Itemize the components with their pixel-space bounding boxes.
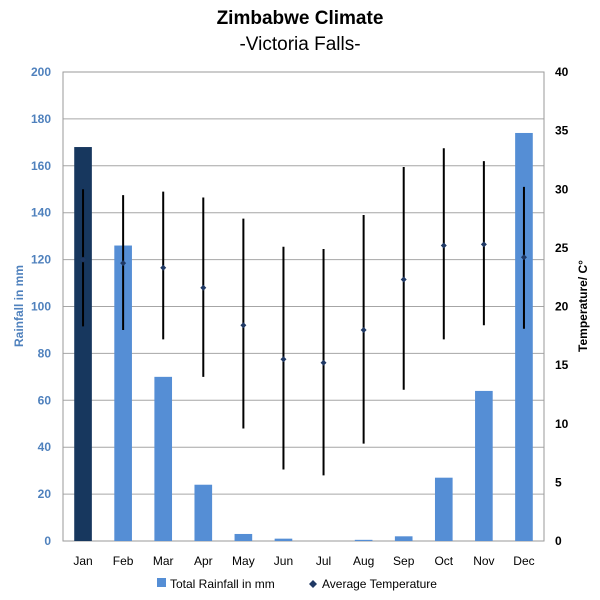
- y-tick-label: 180: [31, 112, 51, 126]
- rainfall-bars: [74, 132, 533, 542]
- y2-tick-label: 40: [555, 65, 569, 79]
- rainfall-bar: [394, 536, 413, 541]
- y-axis-label: Rainfall in mm: [12, 265, 26, 347]
- legend-label-rainfall: Total Rainfall in mm: [170, 577, 275, 591]
- temperature-point: [440, 242, 447, 249]
- rainfall-bar: [74, 147, 92, 542]
- x-tick-label: Sep: [393, 554, 415, 568]
- temperature-point: [400, 276, 407, 283]
- chart-subtitle: -Victoria Falls-: [239, 34, 361, 55]
- y-tick-label: 0: [44, 534, 51, 548]
- temperature-point: [320, 359, 327, 366]
- temperature-point: [120, 260, 127, 267]
- rainfall-bar: [274, 538, 293, 541]
- y2-tick-label: 0: [555, 534, 562, 548]
- y-tick-label: 140: [31, 206, 51, 220]
- legend: Total Rainfall in mm Average Temperature: [157, 577, 437, 591]
- rainfall-bar: [114, 245, 132, 541]
- tick-labels: 0 20 40 60 80 100 120 140 160 180 200 0 5 10 15 20 25 30 3…: [31, 65, 569, 568]
- rainfall-bar: [354, 539, 373, 541]
- x-tick-label: Jun: [274, 554, 293, 568]
- chart-title: Zimbabwe Climate: [216, 8, 384, 29]
- x-tick-label: Jul: [316, 554, 331, 568]
- y-tick-label: 160: [31, 159, 51, 173]
- x-tick-label: Dec: [513, 554, 534, 568]
- temperature-point: [240, 322, 247, 329]
- y-tick-label: 100: [31, 300, 51, 314]
- temperature-point: [520, 254, 527, 261]
- temperature-point: [280, 356, 287, 363]
- gridlines: [63, 118, 544, 495]
- y-tick-label: 120: [31, 253, 51, 267]
- x-tick-label: May: [232, 554, 255, 568]
- temperature-point: [200, 284, 207, 291]
- legend-marker-temperature: [309, 580, 317, 588]
- rainfall-bar: [234, 533, 253, 541]
- y-tick-label: 20: [38, 487, 52, 501]
- x-tick-label: Apr: [194, 554, 213, 568]
- y2-tick-label: 10: [555, 417, 569, 431]
- rainfall-bar: [194, 484, 213, 541]
- y2-tick-label: 25: [555, 241, 569, 255]
- temperature-point: [80, 256, 87, 263]
- x-tick-label: Feb: [113, 554, 134, 568]
- y-tick-label: 40: [38, 440, 52, 454]
- y2-tick-label: 20: [555, 300, 569, 314]
- temperature-points: [80, 241, 527, 366]
- x-tick-label: Nov: [473, 554, 494, 568]
- x-tick-label: Jan: [73, 554, 92, 568]
- y2-tick-label: 5: [555, 475, 562, 489]
- y-tick-label: 60: [38, 393, 52, 407]
- y-tick-label: 200: [31, 65, 51, 79]
- y2-axis-label: Temperature/ C°: [576, 260, 590, 352]
- legend-label-temperature: Average Temperature: [322, 577, 437, 591]
- temperature-point: [360, 326, 367, 333]
- plot-frame: [62, 71, 545, 542]
- temperature-point: [160, 264, 167, 271]
- rainfall-bar: [475, 390, 493, 541]
- rainfall-bar: [154, 376, 173, 541]
- temperature-point: [480, 241, 487, 248]
- rainfall-bar: [434, 477, 453, 541]
- y2-tick-label: 35: [555, 124, 569, 138]
- x-tick-label: Mar: [153, 554, 174, 568]
- y2-tick-label: 30: [555, 182, 569, 196]
- rainfall-bar: [515, 132, 533, 541]
- legend-swatch-rainfall: [157, 578, 166, 587]
- y2-tick-label: 15: [555, 358, 569, 372]
- y-tick-label: 80: [38, 346, 52, 360]
- x-tick-label: Aug: [353, 554, 374, 568]
- x-tick-label: Oct: [434, 554, 453, 568]
- temperature-ranges: [82, 148, 525, 476]
